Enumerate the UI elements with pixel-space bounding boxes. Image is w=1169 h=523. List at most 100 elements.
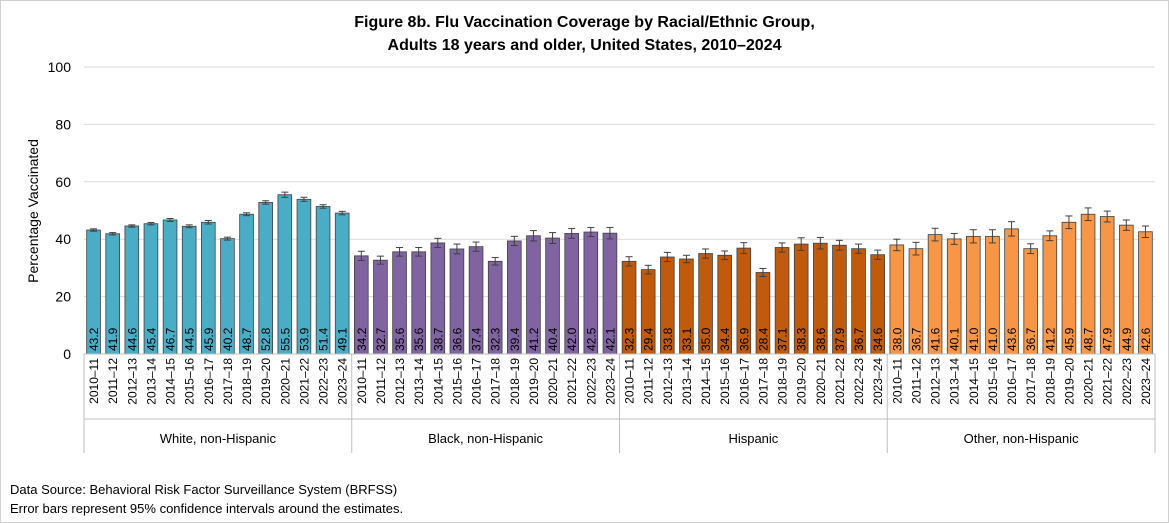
category-label: 2016–17 [202, 358, 216, 405]
data-label: 38.3 [795, 327, 809, 351]
category-label: 2022–23 [584, 358, 598, 405]
data-label: 40.4 [546, 327, 560, 351]
category-label: 2019–20 [527, 358, 541, 405]
data-label: 33.1 [680, 327, 694, 351]
data-label: 39.4 [508, 327, 522, 351]
data-label: 35.6 [412, 327, 426, 351]
data-label: 28.4 [756, 327, 770, 351]
category-label: 2011–12 [642, 358, 656, 404]
category-label: 2010–11 [355, 358, 369, 404]
category-label: 2023–24 [603, 358, 617, 405]
data-label: 42.0 [565, 327, 579, 351]
data-label: 38.6 [814, 327, 828, 351]
x-axis: 2010–11 2011–12 2012–13 2013–14 2014–15 2015–… [83, 353, 1156, 453]
chart-title: Figure 8b. Flu Vaccination Coverage by R… [354, 14, 815, 31]
category-label: 2012–13 [661, 358, 675, 405]
data-label: 41.9 [106, 327, 120, 351]
data-label: 45.9 [1062, 327, 1076, 351]
group-label: Black, non-Hispanic [428, 431, 543, 446]
data-label: 32.3 [623, 327, 637, 351]
data-label: 42.6 [1139, 327, 1153, 351]
y-tick-label: 80 [55, 116, 71, 132]
category-label: 2010–11 [87, 358, 101, 404]
category-label: 2019–20 [1062, 358, 1076, 405]
data-label: 41.6 [929, 327, 943, 351]
data-label: 37.9 [833, 327, 847, 351]
data-label: 36.7 [852, 327, 866, 351]
data-label: 36.9 [737, 327, 751, 351]
error-bar-note: Error bars represent 95% confidence inte… [10, 501, 404, 516]
data-label: 41.0 [967, 327, 981, 351]
bars: 43.2 41.9 44.6 45.4 46.7 44.5 45.9 40.2 48.7 52.8… [86, 191, 1153, 355]
data-label: 35.0 [699, 327, 713, 351]
data-label: 51.4 [317, 327, 331, 351]
y-tick-label: 0 [63, 346, 71, 362]
data-label: 55.5 [278, 327, 292, 351]
data-label: 41.2 [527, 327, 541, 351]
data-label: 42.1 [603, 327, 617, 351]
category-label: 2020–21 [814, 358, 828, 405]
category-label: 2012–13 [929, 358, 943, 405]
data-label: 40.2 [221, 327, 235, 351]
data-label: 35.6 [393, 327, 407, 351]
category-label: 2017–18 [1024, 358, 1038, 405]
data-label: 34.2 [355, 327, 369, 351]
category-label: 2022–23 [317, 358, 331, 405]
y-tick-label: 20 [55, 289, 71, 305]
category-label: 2014–15 [967, 358, 981, 405]
category-label: 2019–20 [795, 358, 809, 405]
category-label: 2015–16 [183, 358, 197, 405]
data-label: 44.5 [183, 327, 197, 351]
category-label: 2023–24 [336, 358, 350, 405]
category-label: 2016–17 [470, 358, 484, 405]
category-label: 2013–14 [948, 358, 962, 405]
data-label: 36.6 [450, 327, 464, 351]
data-label: 52.8 [259, 327, 273, 351]
data-label: 44.9 [1120, 327, 1134, 351]
data-label: 29.4 [642, 327, 656, 351]
data-label: 43.6 [1005, 327, 1019, 351]
category-label: 2023–24 [1139, 358, 1153, 405]
data-label: 45.4 [144, 327, 158, 351]
data-label: 41.2 [1043, 327, 1057, 351]
data-label: 48.7 [1082, 327, 1096, 351]
category-label: 2017–18 [756, 358, 770, 405]
category-label: 2022–23 [852, 358, 866, 405]
y-axis-ticks: 0 20 40 60 80 100 [48, 59, 72, 362]
category-label: 2020–21 [278, 358, 292, 405]
group-label: White, non-Hispanic [160, 431, 277, 446]
category-label: 2013–14 [412, 358, 426, 405]
category-label: 2021–22 [297, 358, 311, 405]
category-label: 2011–12 [909, 358, 923, 404]
y-tick-label: 40 [55, 231, 71, 247]
category-label: 2011–12 [106, 358, 120, 404]
data-label: 44.6 [125, 327, 139, 351]
data-label: 38.7 [431, 327, 445, 351]
category-label: 2013–14 [144, 358, 158, 405]
data-label: 46.7 [164, 327, 178, 351]
category-label: 2020–21 [546, 358, 560, 405]
category-label: 2017–18 [221, 358, 235, 405]
group-label: Other, non-Hispanic [964, 431, 1079, 446]
data-label: 42.5 [584, 327, 598, 351]
chart-subtitle: Adults 18 years and older, United States… [387, 37, 782, 54]
data-label: 40.1 [948, 327, 962, 351]
data-label: 32.3 [489, 327, 503, 351]
data-label: 47.9 [1101, 327, 1115, 351]
category-label: 2016–17 [1005, 358, 1019, 405]
y-tick-label: 100 [48, 59, 72, 75]
group-label: Hispanic [728, 431, 778, 446]
category-label: 2014–15 [699, 358, 713, 405]
category-label: 2015–16 [450, 358, 464, 405]
category-label: 2010–11 [623, 358, 637, 404]
data-label: 34.6 [871, 327, 885, 351]
data-label: 43.2 [87, 327, 101, 351]
category-label: 2011–12 [374, 358, 388, 404]
category-label: 2018–19 [240, 358, 254, 405]
data-label: 36.7 [909, 327, 923, 351]
category-label: 2013–14 [680, 358, 694, 405]
category-label: 2018–19 [776, 358, 790, 405]
category-label: 2021–22 [1101, 358, 1115, 405]
category-label: 2021–22 [565, 358, 579, 405]
